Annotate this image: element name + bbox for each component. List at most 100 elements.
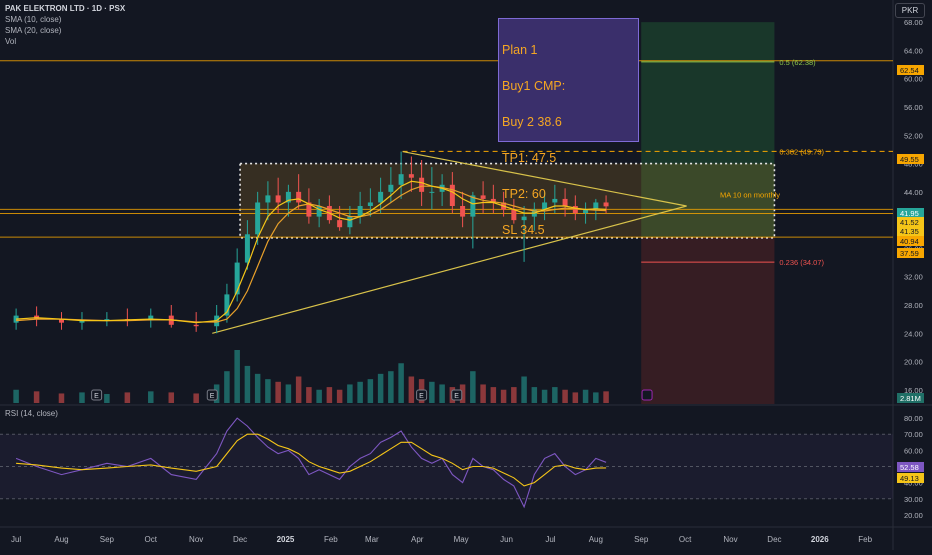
candle-body <box>275 195 281 203</box>
candle-body <box>347 216 353 228</box>
volume-bar <box>285 384 292 403</box>
fib-level-label: 0.5 (62.38) <box>779 58 816 67</box>
sma10-line <box>16 180 607 324</box>
time-axis-label: Aug <box>589 535 603 544</box>
volume-bar <box>572 392 579 403</box>
legend-volume[interactable]: Vol <box>5 37 17 46</box>
volume-bar <box>336 389 343 403</box>
price-axis-tick: 32.00 <box>904 273 923 282</box>
price-axis-tick: 48.00 <box>904 160 923 169</box>
volume-bar <box>234 350 240 403</box>
volume-bar <box>408 376 415 403</box>
volume-bar <box>316 389 322 403</box>
price-axis-tick: 56.00 <box>904 103 923 112</box>
price-axis-tick: 52.00 <box>904 131 923 140</box>
dividend-marker <box>641 389 653 401</box>
candle-body <box>572 206 578 214</box>
fib-level-label: 0.382 (49.73) <box>779 147 824 156</box>
price-badge-text: 37.59 <box>900 249 919 258</box>
earnings-marker-label: E <box>454 393 459 400</box>
price-badge-text: 41.35 <box>900 227 919 236</box>
time-axis-label: 2026 <box>811 535 829 544</box>
price-badge-text: 49.55 <box>900 155 919 164</box>
price-badge <box>897 217 924 227</box>
price-axis-tick: 44.00 <box>904 188 923 197</box>
candle-body <box>193 324 199 327</box>
rsi-badge-text: 52.58 <box>900 463 919 472</box>
volume-bar <box>58 393 65 403</box>
price-badge <box>897 226 924 236</box>
rsi-axis-tick: 30.00 <box>904 495 923 504</box>
legend-sma10[interactable]: SMA (10, close) <box>5 15 62 24</box>
volume-bar <box>265 379 271 403</box>
volume-badge-text: 2.81M <box>900 394 921 403</box>
volume-bar <box>388 371 394 403</box>
candle-body <box>419 177 425 192</box>
plan-line: Buy 2 38.6 <box>502 115 562 129</box>
time-axis-label: May <box>454 535 469 544</box>
volume-bar <box>470 371 476 403</box>
candle-body <box>593 202 599 210</box>
time-axis-label: Mar <box>365 535 379 544</box>
time-axis-label: Dec <box>233 535 247 544</box>
volume-bar <box>244 365 251 403</box>
symbol-title-text: PAK ELEKTRON LTD · 1D · PSX <box>5 4 126 13</box>
time-axis-label: Jul <box>545 535 555 544</box>
price-axis-tick: 68.00 <box>904 18 923 27</box>
price-badge-text: 41.95 <box>900 209 919 218</box>
plan-line: SL 34.5 <box>502 223 545 237</box>
volume-bar <box>377 373 384 403</box>
candle-body <box>234 262 240 295</box>
candle-body <box>490 198 496 203</box>
volume-bar <box>224 371 230 403</box>
volume-bar <box>429 381 435 403</box>
rsi-badge <box>897 462 924 472</box>
candle-body <box>58 319 64 323</box>
trade-plan-note[interactable]: Plan 1 Buy1 CMP: Buy 2 38.6 TP1: 47.5 TP… <box>498 18 639 236</box>
candle-body <box>224 294 230 316</box>
volume-bar <box>480 384 486 403</box>
triangle-lower-line <box>212 205 687 334</box>
time-axis-label: Nov <box>723 535 737 544</box>
volume-bar <box>459 384 466 403</box>
volume-bar <box>347 384 353 403</box>
volume-bar <box>295 376 302 403</box>
triangle-upper-line <box>402 150 687 207</box>
rsi-axis-tick: 20.00 <box>904 511 923 520</box>
candle-body <box>460 206 466 217</box>
volume-bar <box>306 387 312 403</box>
volume-bar <box>490 387 497 403</box>
time-axis-label: Apr <box>411 535 424 544</box>
candle-body <box>480 195 486 199</box>
plan-line: Plan 1 <box>502 43 538 57</box>
candle-body <box>408 174 414 178</box>
currency-button[interactable]: PKR <box>895 3 925 18</box>
volume-bar <box>531 387 538 403</box>
legend-sma20[interactable]: SMA (20, close) <box>5 26 62 35</box>
price-badge <box>897 65 924 75</box>
candle-body <box>552 198 558 203</box>
volume-bar <box>275 381 281 403</box>
earnings-marker <box>451 389 463 401</box>
price-badge <box>897 154 924 164</box>
candle-body <box>583 209 589 214</box>
candle-body <box>429 191 435 193</box>
volume-bar <box>593 392 599 403</box>
price-badge <box>897 248 924 258</box>
time-axis-label: Oct <box>679 535 692 544</box>
earnings-marker <box>91 389 103 401</box>
volume-bar <box>511 387 517 403</box>
legend-rsi[interactable]: RSI (14, close) <box>5 409 58 418</box>
candle-body <box>255 202 261 235</box>
price-badge-text: 40.94 <box>900 237 919 246</box>
rsi-series-line <box>16 433 607 487</box>
time-axis-label: Dec <box>767 535 781 544</box>
earnings-marker-label: E <box>419 393 424 400</box>
price-axis-tick: 64.00 <box>904 46 923 55</box>
rsi-series-line <box>15 417 607 509</box>
volume-bar <box>552 387 558 403</box>
earnings-marker-label: E <box>210 393 215 400</box>
price-badge-text: 62.54 <box>900 66 919 75</box>
plan-line: TP1: 47.5 <box>502 151 557 165</box>
